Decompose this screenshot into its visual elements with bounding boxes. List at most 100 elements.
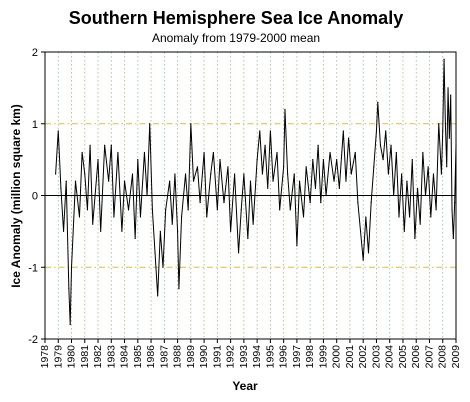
data-point	[151, 209, 153, 211]
series-layer	[55, 58, 457, 326]
data-point	[309, 202, 311, 204]
gridlines	[45, 52, 456, 339]
data-point	[362, 259, 364, 261]
x-tick-label: 1983	[105, 345, 117, 369]
data-point	[287, 173, 289, 175]
data-point	[336, 159, 338, 161]
data-point	[123, 180, 126, 182]
x-tick-label: 2003	[370, 345, 382, 369]
data-point	[230, 230, 232, 232]
data-point	[127, 209, 130, 211]
data-point	[203, 151, 205, 154]
x-tick-label: 1996	[278, 345, 290, 369]
data-point	[237, 252, 240, 254]
data-point	[305, 166, 307, 168]
x-tick-label: 1992	[225, 345, 237, 369]
data-point	[403, 230, 405, 232]
x-tick-label: 1984	[119, 345, 131, 369]
data-point	[206, 216, 208, 218]
data-point	[139, 216, 142, 218]
x-tick-label: 2005	[397, 345, 409, 369]
data-point	[104, 144, 106, 146]
x-tick-label: 2006	[410, 345, 422, 369]
data-point	[162, 266, 164, 268]
data-point	[442, 130, 444, 132]
data-point	[259, 130, 261, 132]
data-point	[390, 144, 392, 146]
data-point	[110, 144, 112, 146]
data-point	[408, 216, 411, 218]
data-point	[430, 216, 432, 218]
data-point	[180, 216, 183, 218]
x-tick-label: 2001	[344, 345, 356, 369]
data-point	[157, 295, 159, 297]
chart-subtitle: Anomaly from 1979-2000 mean	[152, 31, 320, 45]
x-tick-label: 1981	[79, 345, 91, 369]
data-point	[448, 137, 450, 139]
x-tick-label: 1979	[52, 345, 64, 369]
data-point	[108, 180, 110, 182]
data-point	[159, 230, 161, 232]
data-point	[196, 166, 199, 168]
data-point	[62, 230, 65, 232]
data-point	[354, 151, 356, 154]
data-point	[455, 144, 457, 146]
data-point	[84, 173, 86, 175]
data-point	[269, 130, 271, 132]
x-axis-label: Year	[232, 379, 258, 393]
x-tick-label: 1995	[264, 345, 276, 369]
data-point	[314, 187, 317, 189]
data-point	[146, 194, 148, 197]
y-tick-label: 0	[32, 191, 38, 203]
x-tick-label: 2002	[357, 345, 369, 369]
data-point	[279, 209, 281, 211]
x-tick-label: 1997	[291, 345, 303, 369]
data-point	[289, 209, 291, 211]
data-point	[419, 223, 421, 225]
data-point	[78, 216, 81, 218]
data-point	[452, 237, 454, 240]
data-point	[190, 123, 192, 125]
data-point	[438, 123, 440, 125]
y-tick-label: 2	[32, 47, 38, 59]
data-point	[357, 202, 359, 204]
data-point	[325, 194, 327, 197]
data-point	[137, 159, 139, 161]
y-tick-label: -2	[28, 334, 38, 346]
data-point	[192, 180, 195, 182]
data-point	[302, 216, 305, 218]
data-point	[393, 194, 395, 197]
x-tick-label: 1978	[39, 345, 51, 369]
data-point	[212, 151, 214, 154]
data-point	[252, 223, 254, 225]
data-point	[113, 216, 115, 218]
data-point	[184, 173, 187, 175]
data-point	[68, 288, 70, 290]
data-point	[70, 266, 73, 268]
data-point	[261, 173, 264, 175]
data-point	[60, 187, 62, 189]
data-point	[55, 173, 57, 175]
data-point	[401, 173, 403, 175]
data-point	[398, 216, 400, 218]
x-tick-label: 2004	[384, 345, 396, 369]
data-point	[240, 209, 242, 211]
data-point	[233, 173, 236, 175]
data-point	[97, 159, 99, 161]
x-tick-label: 1986	[145, 345, 157, 369]
x-tick-label: 1980	[66, 345, 78, 369]
data-point	[451, 209, 453, 211]
x-tick-label: 1987	[158, 345, 170, 369]
data-point	[416, 187, 419, 189]
data-point	[379, 144, 382, 146]
x-tick-label: 1982	[92, 345, 104, 369]
data-point	[454, 202, 456, 204]
data-point	[81, 151, 83, 154]
series-line	[55, 59, 457, 325]
data-point	[210, 173, 212, 175]
data-point	[422, 151, 424, 154]
x-tick-label: 1991	[211, 345, 223, 369]
data-point	[444, 123, 446, 125]
x-tick-label: 2008	[437, 345, 449, 369]
